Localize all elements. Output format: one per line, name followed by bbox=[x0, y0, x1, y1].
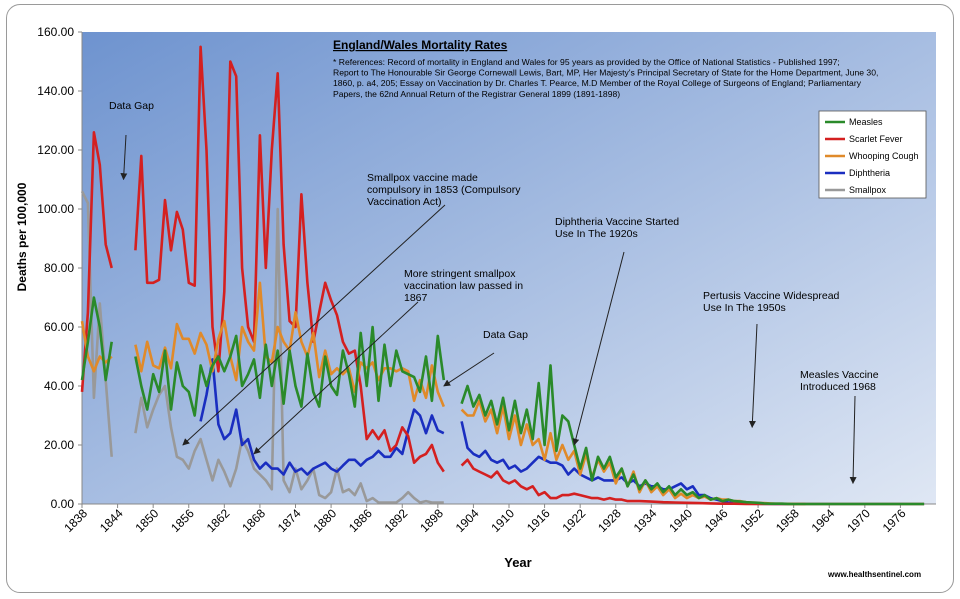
x-tick-label: 1922 bbox=[560, 506, 589, 535]
annotation-text: Pertusis Vaccine Widespread Use In The 19… bbox=[703, 290, 840, 314]
x-tick-label: 1844 bbox=[97, 506, 126, 535]
y-tick-label: 60.00 bbox=[44, 320, 74, 334]
reference-line: 1860, p. a4, 205; Essay on Vaccination b… bbox=[333, 78, 862, 88]
x-tick-label: 1910 bbox=[488, 506, 517, 535]
legend-label: Scarlet Fever bbox=[849, 134, 903, 144]
y-tick-label: 160.00 bbox=[37, 25, 74, 39]
annotation-arrow bbox=[182, 204, 446, 446]
y-tick-label: 140.00 bbox=[37, 84, 74, 98]
annotation-text: Data Gap bbox=[109, 100, 154, 112]
x-tick-label: 1874 bbox=[275, 506, 304, 535]
reference-line: Report to The Honourable Sir George Corn… bbox=[333, 68, 878, 78]
series-line-diphtheria bbox=[199, 358, 445, 476]
legend: Measles Scarlet Fever Whooping Cough Diphth… bbox=[818, 110, 927, 199]
y-tick-label: 100.00 bbox=[37, 202, 74, 216]
annotation-layer: Data Gap Smallpox vaccine made compulsory … bbox=[109, 100, 879, 485]
series-line-smallpox bbox=[134, 207, 444, 504]
annotation-text: Measles Vaccine Introduced 1968 bbox=[800, 369, 879, 393]
legend-box bbox=[818, 110, 927, 199]
x-tick-label: 1862 bbox=[204, 506, 233, 535]
x-tick-label: 1970 bbox=[844, 506, 873, 535]
x-axis: 1838 1844 1850 1856 1862 1868 1874 1880 1886 1892… bbox=[61, 503, 936, 535]
series-layer bbox=[80, 45, 925, 506]
chart-title: England/Wales Mortality Rates bbox=[333, 38, 508, 52]
x-tick-label: 1898 bbox=[417, 506, 446, 535]
x-tick-label: 1886 bbox=[346, 506, 375, 535]
annotation-arrow bbox=[748, 323, 758, 428]
annotation-text: Smallpox vaccine made compulsory in 1853 … bbox=[367, 172, 521, 208]
series-line-scarlet-fever bbox=[134, 45, 445, 473]
y-tick-label: 120.00 bbox=[37, 143, 74, 157]
x-tick-label: 1880 bbox=[310, 506, 339, 535]
x-tick-label: 1940 bbox=[666, 506, 695, 535]
annotation-arrow bbox=[572, 251, 625, 446]
x-tick-label: 1958 bbox=[773, 506, 802, 535]
x-tick-label: 1952 bbox=[737, 506, 766, 535]
x-tick-label: 1946 bbox=[702, 506, 731, 535]
legend-label: Whooping Cough bbox=[849, 151, 919, 161]
x-tick-label: 1850 bbox=[133, 506, 162, 535]
annotation-text: More stringent smallpox vaccination law p… bbox=[404, 268, 523, 304]
y-tick-label: 40.00 bbox=[44, 379, 74, 393]
series-line-scarlet-fever bbox=[80, 131, 113, 392]
x-tick-label: 1964 bbox=[809, 506, 838, 535]
reference-line: * References: Record of mortality in Eng… bbox=[333, 57, 840, 67]
reference-text: * References: Record of mortality in Eng… bbox=[333, 57, 878, 99]
y-tick-label: 20.00 bbox=[44, 438, 74, 452]
x-tick-label: 1868 bbox=[239, 506, 268, 535]
x-tick-label: 1916 bbox=[524, 506, 553, 535]
legend-label: Diphtheria bbox=[849, 168, 890, 178]
annotation-text: Data Gap bbox=[483, 329, 528, 341]
legend-label: Measles bbox=[849, 117, 883, 127]
annotation-text: Diphtheria Vaccine Started Use In The 192… bbox=[555, 216, 679, 240]
annotation-arrow bbox=[253, 301, 419, 455]
x-tick-label: 1976 bbox=[880, 506, 909, 535]
annotation-arrow bbox=[120, 134, 128, 181]
series-line-measles bbox=[134, 325, 446, 417]
y-axis-label: Deaths per 100,000 bbox=[15, 182, 29, 291]
x-tick-label: 1904 bbox=[453, 506, 482, 535]
legend-label: Smallpox bbox=[849, 185, 887, 195]
reference-line: Papers, the 62nd Annual Return of the Re… bbox=[333, 89, 620, 99]
y-axis: 0.00 20.00 40.00 60.00 80.00 100.00 120.00 140.… bbox=[37, 25, 83, 511]
series-line-smallpox bbox=[80, 190, 113, 457]
annotation-arrow bbox=[443, 352, 495, 387]
series-line-measles bbox=[80, 296, 113, 382]
x-axis-label: Year bbox=[504, 555, 531, 570]
x-tick-label: 1928 bbox=[595, 506, 624, 535]
y-tick-label: 0.00 bbox=[51, 497, 75, 511]
series-line-scarlet-fever bbox=[460, 458, 806, 506]
annotation-arrow bbox=[849, 395, 857, 485]
x-tick-label: 1892 bbox=[382, 506, 411, 535]
footer-source: www.healthsentinel.com bbox=[827, 570, 921, 579]
y-tick-label: 80.00 bbox=[44, 261, 74, 275]
x-tick-label: 1856 bbox=[168, 506, 197, 535]
x-tick-label: 1934 bbox=[631, 506, 660, 535]
series-line-measles bbox=[460, 364, 925, 506]
